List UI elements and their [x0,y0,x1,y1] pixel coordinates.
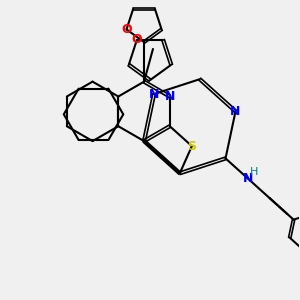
Text: N: N [149,88,159,100]
Text: N: N [230,105,241,118]
Text: O: O [132,33,142,46]
Text: N: N [165,90,175,103]
Text: H: H [249,167,258,177]
Text: N: N [242,172,253,185]
Text: S: S [188,140,196,153]
Text: O: O [121,23,132,36]
